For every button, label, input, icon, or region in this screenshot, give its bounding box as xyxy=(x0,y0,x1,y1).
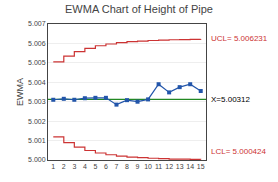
svg-text:EWMA Chart of Height of Pipe: EWMA Chart of Height of Pipe xyxy=(65,3,213,15)
svg-text:UCL= 5.006231: UCL= 5.006231 xyxy=(211,34,268,43)
svg-text:EWMA: EWMA xyxy=(15,78,25,106)
svg-text:5.005: 5.005 xyxy=(28,59,46,66)
svg-text:X=5.00312: X=5.00312 xyxy=(211,95,250,104)
svg-text:3: 3 xyxy=(72,163,76,170)
svg-text:LCL= 5.000424: LCL= 5.000424 xyxy=(211,147,266,156)
svg-text:2: 2 xyxy=(62,163,66,170)
svg-text:5.001: 5.001 xyxy=(28,137,46,144)
svg-text:15: 15 xyxy=(197,163,205,170)
svg-text:12: 12 xyxy=(165,163,173,170)
svg-text:14: 14 xyxy=(186,163,194,170)
svg-text:5.000: 5.000 xyxy=(28,156,46,163)
svg-text:5.003: 5.003 xyxy=(28,98,46,105)
svg-text:11: 11 xyxy=(155,163,162,170)
svg-text:4: 4 xyxy=(83,163,87,170)
svg-text:5.002: 5.002 xyxy=(28,118,46,125)
svg-text:7: 7 xyxy=(115,163,119,170)
svg-text:5.004: 5.004 xyxy=(28,79,46,86)
svg-text:8: 8 xyxy=(125,163,129,170)
svg-text:5.007: 5.007 xyxy=(28,20,46,27)
svg-text:9: 9 xyxy=(136,163,140,170)
svg-text:6: 6 xyxy=(104,163,108,170)
svg-text:13: 13 xyxy=(176,163,184,170)
svg-text:5: 5 xyxy=(93,163,97,170)
svg-text:5.006: 5.006 xyxy=(28,40,46,47)
svg-text:1: 1 xyxy=(51,163,55,170)
svg-text:10: 10 xyxy=(144,163,152,170)
